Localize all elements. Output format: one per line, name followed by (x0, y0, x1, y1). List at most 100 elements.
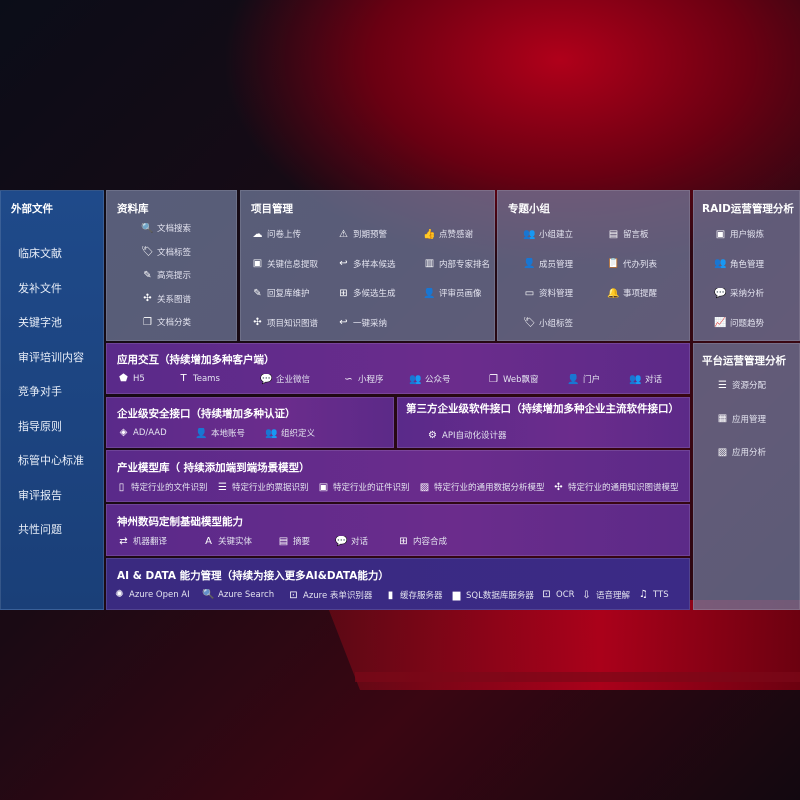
item-ai-4[interactable]: ▆ SQL数据库服务器 (450, 589, 534, 602)
item-ai-6[interactable]: ⇩ 语音理解 (580, 589, 630, 602)
item-raid-0[interactable]: ▣ 用户锻炼 (714, 228, 764, 241)
item-label: 成员管理 (539, 259, 574, 270)
external-item[interactable]: 审评报告 (18, 488, 62, 502)
item-group-2[interactable]: 👤 成员管理 (523, 258, 573, 270)
local-user-icon: 👤 (195, 427, 208, 439)
item-interaction-4[interactable]: 👥 公众号 (409, 373, 450, 386)
item-thirdparty-0[interactable]: ⚙ API自动化设计器 (426, 429, 506, 442)
item-industry-0[interactable]: ▯ 特定行业的文件识别 (115, 481, 208, 494)
item-label: 特定行业的通用知识图谱模型 (568, 483, 679, 493)
item-project-0[interactable]: ☁ 问卷上传 (251, 228, 302, 241)
item-raid-2[interactable]: 💬 采纳分析 (714, 287, 764, 300)
external-item[interactable]: 标管中心标准 (18, 454, 84, 467)
id-card-icon: ▣ (318, 481, 329, 493)
item-ai-0[interactable]: ✺ Azure Open AI (113, 589, 190, 600)
item-base-0[interactable]: ⇄ 机器翻译 (117, 535, 168, 548)
item-project-1[interactable]: ⚠ 到期预警 (337, 228, 388, 241)
item-industry-3[interactable]: ▨ 特定行业的通用数据分析模型 (418, 481, 545, 494)
item-project-6[interactable]: ✎ 回复库维护 (251, 287, 309, 300)
ad-icon: ◈ (119, 427, 128, 438)
item-platform-2[interactable]: ▨ 应用分析 (716, 446, 766, 459)
item-ai-2[interactable]: ⊡ Azure 表单识别器 (287, 589, 372, 602)
item-library-3[interactable]: ✣ 关系图谱 (141, 293, 191, 305)
item-base-2[interactable]: ▤ 摘要 (277, 535, 310, 548)
item-label: SQL数据库服务器 (466, 591, 534, 601)
item-group-6[interactable]: 🏷 小组标签 (523, 317, 573, 329)
item-project-2[interactable]: 👍 点赞感谢 (423, 228, 473, 241)
item-library-2[interactable]: ✎ 高亮提示 (141, 269, 191, 282)
item-group-5[interactable]: 🔔 事项提醒 (607, 287, 658, 300)
item-project-8[interactable]: 👤 评审员画像 (423, 287, 481, 300)
item-security-1[interactable]: 👤 本地账号 (195, 427, 245, 440)
library-panel: 资料库 🔍 文档搜索 🏷 文档标签 ✎ 高亮提示 ✣ 关系图谱 ❐ 文档分类 (106, 190, 237, 341)
security-panel: 企业级安全接口（持续增加多种认证） ◈ AD/AAD 👤 本地账号 👥 组织定义 (106, 397, 394, 448)
file-icon: ▯ (118, 481, 125, 493)
item-label: 到期预警 (353, 230, 388, 240)
item-industry-2[interactable]: ▣ 特定行业的证件识别 (317, 481, 410, 494)
item-ai-1[interactable]: 🔍 Azure Search (202, 589, 274, 600)
item-label: 机器翻译 (133, 537, 168, 547)
item-label: 小组标签 (539, 318, 574, 329)
item-label: 文档标签 (157, 247, 192, 258)
item-project-5[interactable]: ▥ 内部专家排名 (423, 258, 490, 270)
item-interaction-0[interactable]: ⬟ H5 (117, 373, 145, 384)
item-group-0[interactable]: 👥 小组建立 (523, 228, 573, 241)
item-project-9[interactable]: ✣ 项目知识图谱 (251, 317, 318, 329)
item-platform-0[interactable]: ☰ 资源分配 (716, 379, 766, 392)
item-label: 特定行业的证件识别 (333, 483, 410, 493)
item-interaction-3[interactable]: ∽ 小程序 (342, 373, 383, 386)
compose-icon: ⊞ (399, 535, 408, 547)
external-item[interactable]: 审评培训内容 (18, 350, 84, 364)
item-security-0[interactable]: ◈ AD/AAD (117, 427, 167, 438)
item-project-10[interactable]: ↩ 一键采纳 (337, 317, 387, 329)
speech-icon: ⇩ (582, 589, 591, 601)
external-item[interactable]: 竞争对手 (18, 385, 62, 398)
item-interaction-5[interactable]: ❐ Web飘窗 (487, 373, 539, 386)
item-library-1[interactable]: 🏷 文档标签 (141, 246, 191, 258)
external-item[interactable]: 指导原则 (18, 419, 62, 433)
item-label: Azure Open AI (129, 589, 190, 600)
item-industry-1[interactable]: ☰ 特定行业的票据识别 (216, 481, 309, 494)
item-label: 问题趋势 (730, 318, 765, 329)
portal-icon: 👤 (567, 373, 580, 385)
item-library-4[interactable]: ❐ 文档分类 (141, 316, 191, 329)
html5-icon: ⬟ (119, 373, 128, 384)
id-card-icon: ▣ (715, 228, 726, 240)
external-item[interactable]: 临床文献 (18, 247, 62, 260)
item-interaction-2[interactable]: 💬 企业微信 (260, 373, 310, 386)
ocr-icon: ⊡ (542, 589, 551, 600)
item-ai-3[interactable]: ▮ 缓存服务器 (384, 589, 443, 602)
item-label: TTS (653, 589, 669, 600)
receipt-icon: ☰ (218, 481, 227, 493)
item-raid-3[interactable]: 📈 问题趋势 (714, 317, 764, 329)
item-group-1[interactable]: ▤ 留言板 (607, 228, 649, 241)
item-base-4[interactable]: ⊞ 内容合成 (397, 535, 447, 548)
item-group-4[interactable]: ▭ 资料管理 (523, 287, 573, 300)
item-industry-4[interactable]: ✣ 特定行业的通用知识图谱模型 (552, 481, 679, 494)
item-ai-5[interactable]: ⊡ OCR (540, 589, 574, 600)
item-security-2[interactable]: 👥 组织定义 (265, 427, 315, 440)
item-project-3[interactable]: ▣ 关键信息提取 (251, 258, 318, 270)
external-item[interactable]: 关键字池 (18, 316, 62, 329)
item-ai-7[interactable]: ♫ TTS (637, 589, 669, 600)
qa-icon: 💬 (714, 287, 727, 299)
item-label: 特定行业的文件识别 (131, 483, 208, 493)
external-item[interactable]: 发补文件 (18, 281, 62, 295)
item-label: Teams (193, 373, 220, 384)
item-interaction-6[interactable]: 👤 门户 (567, 373, 600, 386)
item-group-3[interactable]: 📋 代办列表 (607, 258, 657, 270)
item-library-0[interactable]: 🔍 文档搜索 (141, 222, 191, 235)
summary-icon: ▤ (278, 535, 289, 547)
item-raid-1[interactable]: 👥 角色管理 (714, 258, 764, 270)
item-project-4[interactable]: ↩ 多样本候选 (337, 258, 395, 270)
item-base-3[interactable]: 💬 对话 (335, 535, 368, 548)
item-platform-1[interactable]: ▦ 应用管理 (716, 413, 766, 425)
item-interaction-7[interactable]: 👥 对话 (629, 373, 662, 386)
item-project-7[interactable]: ⊞ 多候选生成 (337, 287, 395, 300)
users-icon: 👥 (523, 228, 536, 240)
item-label: 事项提醒 (623, 289, 658, 299)
item-base-1[interactable]: A 关键实体 (202, 535, 252, 548)
external-item[interactable]: 共性问题 (18, 523, 62, 536)
section-title: RAID运营管理分析 (702, 203, 794, 215)
item-interaction-1[interactable]: T Teams (177, 373, 220, 384)
